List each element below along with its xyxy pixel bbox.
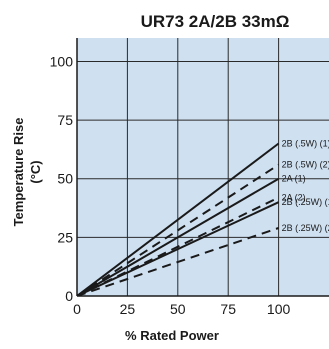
grid <box>77 38 329 296</box>
x-tick-label: 0 <box>73 301 81 317</box>
chart-title: UR73 2A/2B 33mΩ <box>141 12 290 31</box>
series-line <box>77 163 280 296</box>
series-line <box>77 201 280 296</box>
y-tick-labels: 0 25 50 75 100 <box>50 53 74 304</box>
plot-area <box>77 38 329 296</box>
series-line <box>77 177 280 296</box>
series-label: 2B (.5W) (2) <box>282 160 329 170</box>
series-label: 2A (2) <box>282 192 306 202</box>
x-tick-label: 100 <box>267 301 291 317</box>
x-tick-label: 75 <box>220 301 236 317</box>
y-axis-label: Temperature Rise <box>11 118 26 227</box>
y-tick-label: 50 <box>57 171 73 187</box>
series-label: 2B (.25W) (1) <box>282 197 329 207</box>
series-labels: 2B (.5W) (1)2B (.5W) (2)2A (1)2A (2)2B (… <box>282 139 329 233</box>
y-tick-label: 100 <box>50 53 74 69</box>
x-axis-label: % Rated Power <box>125 328 219 343</box>
series-line <box>77 227 279 296</box>
axes <box>76 38 329 297</box>
series-lines <box>77 142 280 296</box>
x-tick-label: 50 <box>170 301 186 317</box>
series-line <box>77 142 280 296</box>
y-axis-unit: (°C) <box>28 160 43 183</box>
series-label: 2A (1) <box>282 174 306 184</box>
series-label: 2B (.25W) (2) <box>282 223 329 233</box>
y-tick-label: 0 <box>65 288 73 304</box>
series-label: 2B (.5W) (1) <box>282 139 329 149</box>
x-tick-labels: 0 25 50 75 100 <box>73 301 290 317</box>
y-tick-label: 25 <box>57 229 73 245</box>
x-tick-label: 25 <box>120 301 136 317</box>
y-tick-label: 75 <box>57 112 73 128</box>
